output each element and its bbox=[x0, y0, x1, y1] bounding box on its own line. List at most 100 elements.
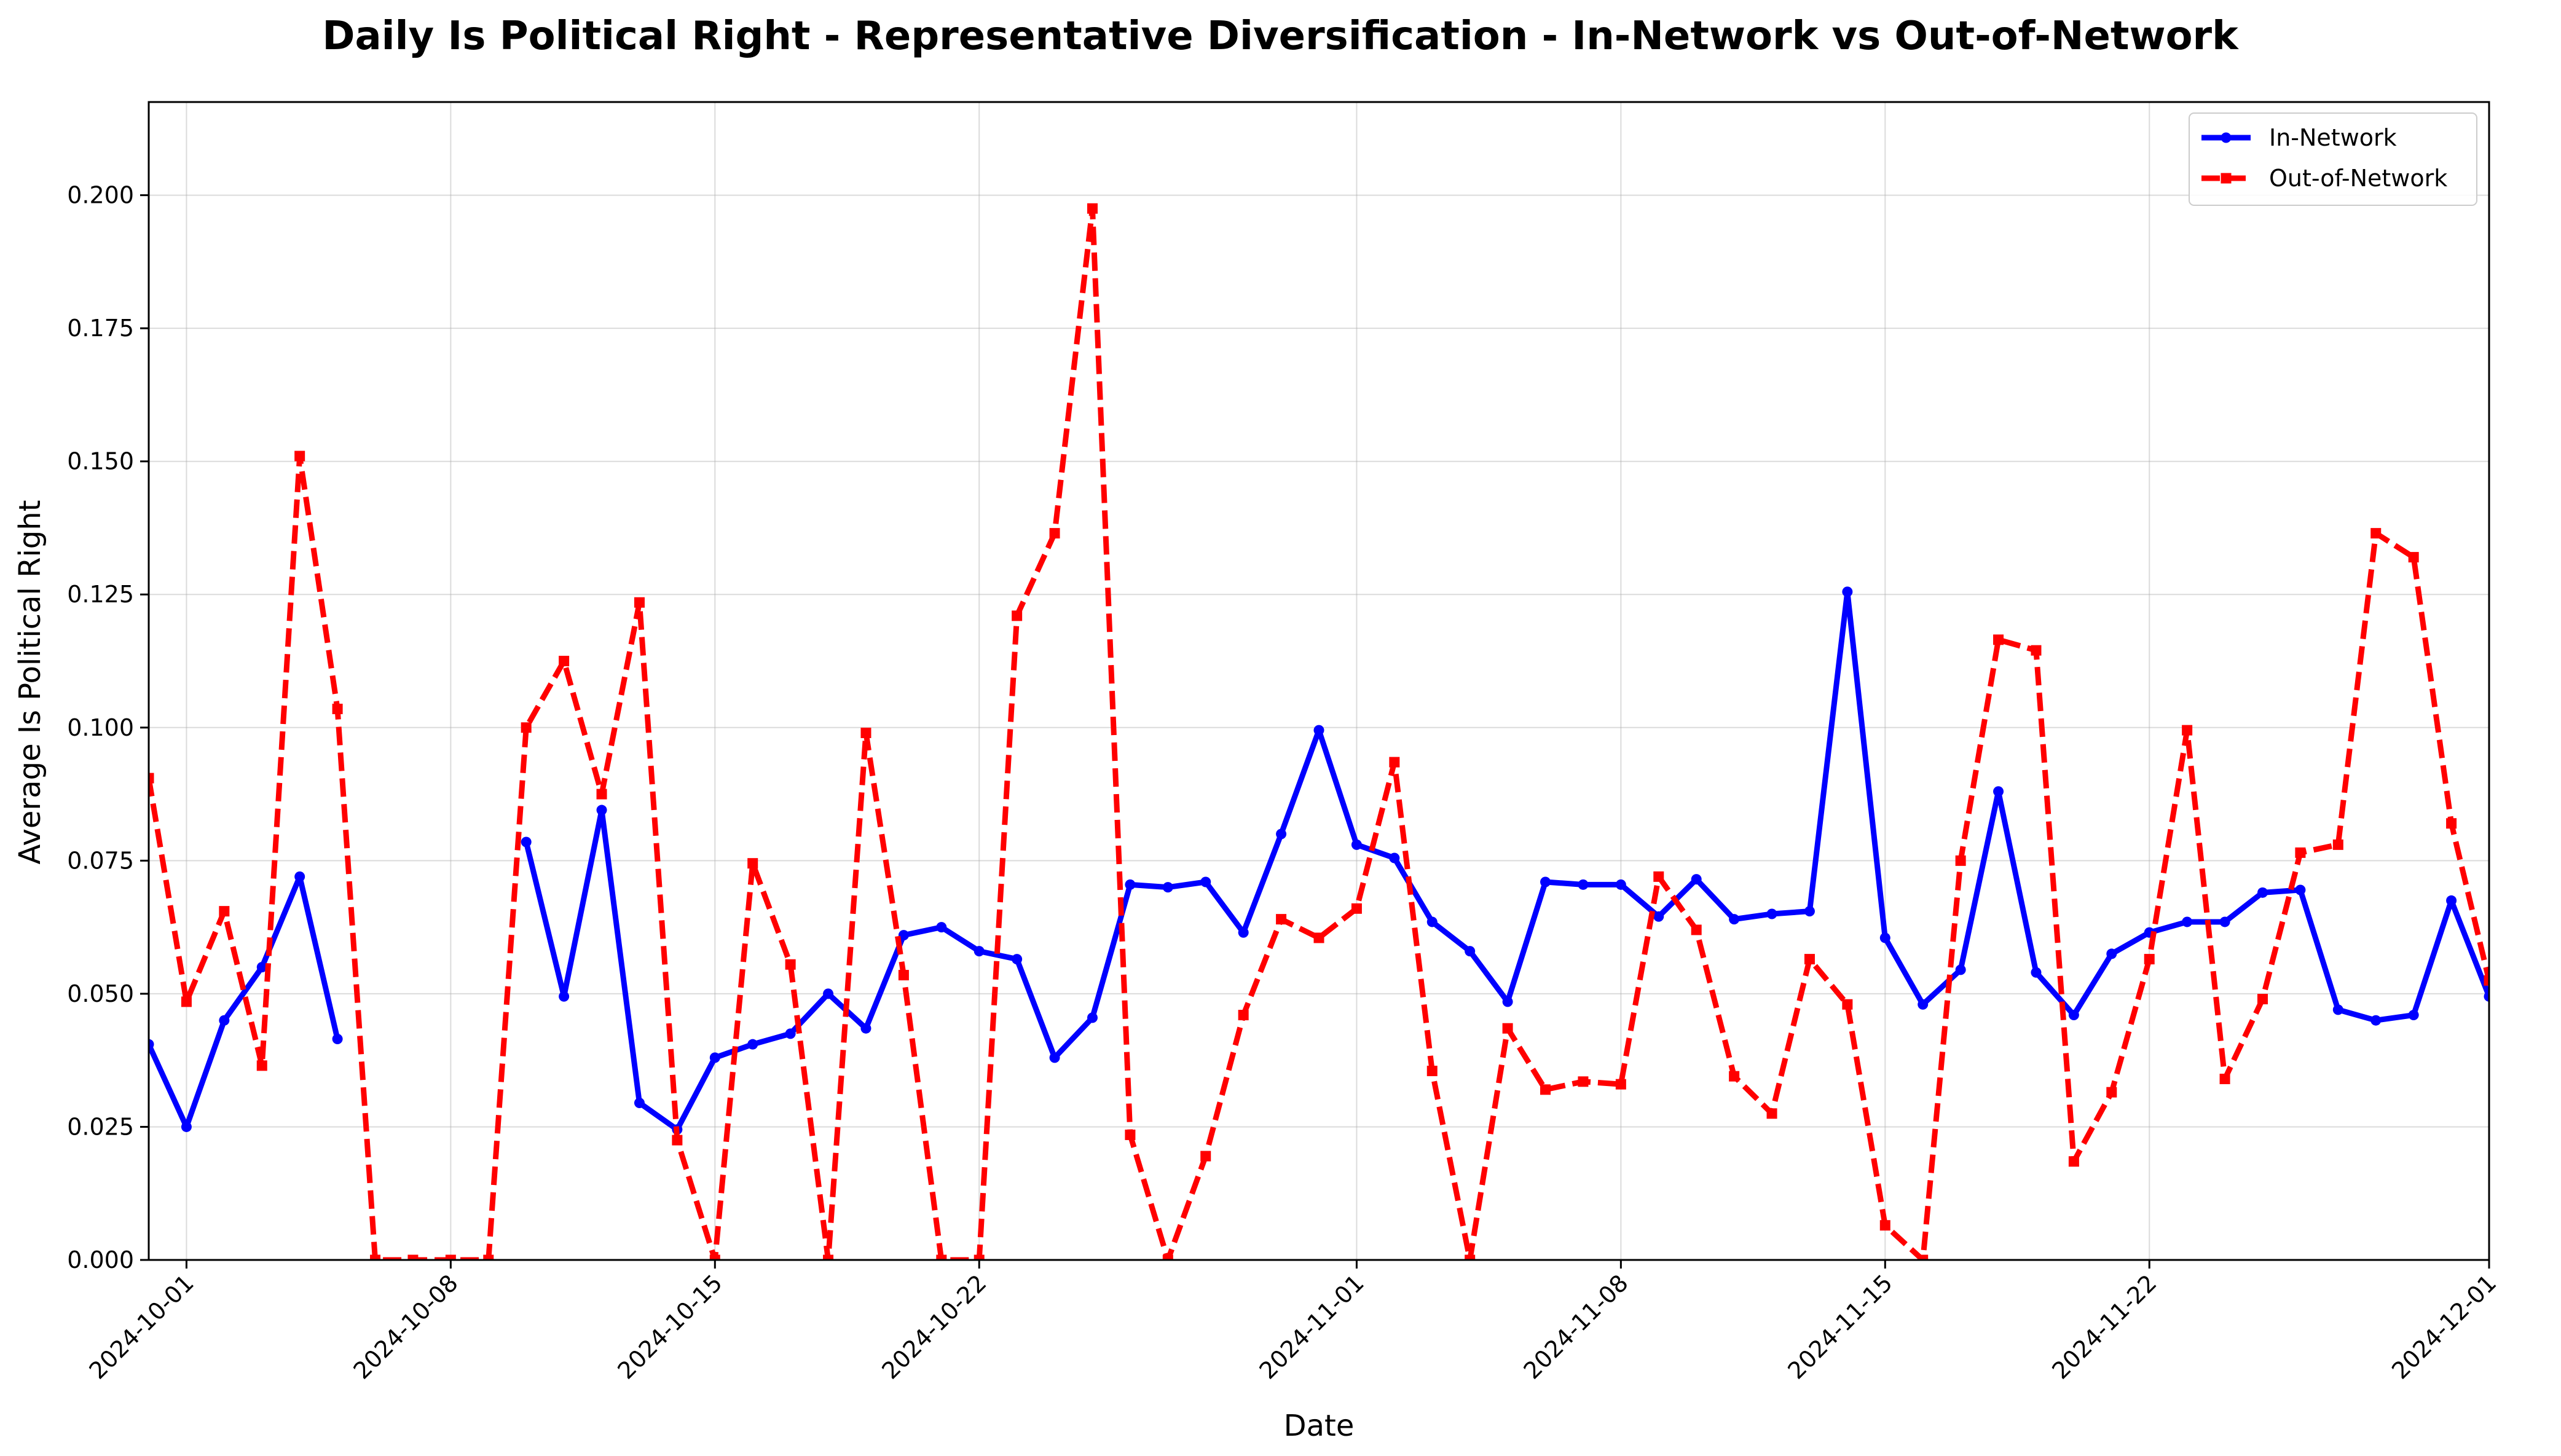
data-point bbox=[2068, 1010, 2079, 1021]
data-point bbox=[1804, 954, 1815, 965]
data-point bbox=[936, 922, 947, 933]
series-out-of-network bbox=[149, 203, 2489, 1260]
data-point bbox=[1842, 586, 1853, 597]
data-point bbox=[483, 1254, 494, 1260]
data-point bbox=[2106, 1087, 2117, 1098]
y-tick-label: 0.150 bbox=[67, 448, 134, 475]
x-tick-label: 2024-10-22 bbox=[876, 1269, 991, 1384]
data-point bbox=[1012, 954, 1023, 965]
data-point bbox=[1879, 932, 1890, 943]
data-point bbox=[1276, 914, 1287, 925]
data-point bbox=[1653, 911, 1664, 922]
data-point bbox=[1993, 786, 2004, 797]
data-point bbox=[823, 1254, 834, 1260]
y-tick-label: 0.000 bbox=[67, 1246, 134, 1273]
y-axis-ticks: 0.000 0.025 0.050 0.075 0.100 0.125 0.150 0.175… bbox=[67, 182, 149, 1273]
data-point bbox=[1502, 996, 1513, 1007]
data-point bbox=[596, 805, 607, 816]
data-point bbox=[1049, 1052, 1060, 1063]
data-point bbox=[898, 930, 909, 941]
data-point bbox=[1653, 871, 1664, 882]
data-point bbox=[1313, 932, 1324, 943]
data-point bbox=[149, 773, 154, 784]
data-point bbox=[2257, 994, 2268, 1005]
data-point bbox=[596, 789, 607, 800]
data-point bbox=[2446, 895, 2457, 906]
legend-swatch-marker bbox=[2221, 173, 2232, 184]
data-point bbox=[2408, 552, 2419, 563]
legend: In-Network Out-of-Network bbox=[2189, 112, 2477, 206]
data-point bbox=[521, 722, 532, 733]
x-tick-label: 2024-11-22 bbox=[2047, 1269, 2162, 1384]
y-tick-label: 0.125 bbox=[67, 581, 134, 608]
data-point bbox=[1162, 1254, 1173, 1260]
x-axis-ticks: 2024-10-01 2024-10-08 2024-10-15 2024-10-22… bbox=[84, 1260, 2501, 1385]
legend-label: In-Network bbox=[2269, 124, 2397, 151]
data-point bbox=[2446, 818, 2457, 829]
data-point bbox=[1426, 1065, 1438, 1076]
data-point bbox=[149, 1039, 154, 1050]
data-point bbox=[2031, 645, 2042, 656]
y-tick-label: 0.050 bbox=[67, 980, 134, 1007]
gridlines bbox=[149, 102, 2490, 1261]
series-layer bbox=[149, 203, 2489, 1260]
x-tick-label: 2024-10-01 bbox=[84, 1269, 199, 1384]
y-tick-label: 0.025 bbox=[67, 1113, 134, 1140]
data-point bbox=[1087, 203, 1098, 214]
data-point bbox=[634, 1097, 645, 1108]
data-point bbox=[256, 962, 267, 973]
legend-swatch-marker bbox=[2221, 132, 2232, 143]
data-point bbox=[709, 1052, 720, 1063]
data-point bbox=[2257, 887, 2268, 898]
data-point bbox=[2332, 1004, 2343, 1015]
data-point bbox=[219, 906, 230, 917]
data-point bbox=[634, 597, 645, 608]
data-point bbox=[1389, 852, 1400, 864]
data-point bbox=[559, 991, 570, 1002]
data-point bbox=[181, 1121, 192, 1132]
data-point bbox=[672, 1135, 683, 1146]
data-point bbox=[2219, 1073, 2230, 1084]
data-point bbox=[1578, 879, 1589, 890]
x-tick-label: 2024-10-08 bbox=[348, 1269, 463, 1384]
data-point bbox=[445, 1254, 456, 1260]
data-point bbox=[747, 858, 758, 869]
data-point bbox=[860, 1023, 871, 1034]
data-point bbox=[1842, 999, 1853, 1010]
data-point bbox=[2332, 839, 2343, 850]
data-point bbox=[785, 959, 796, 970]
data-point bbox=[1766, 1108, 1777, 1119]
data-point bbox=[1955, 964, 1966, 975]
x-axis-label: Date bbox=[1284, 1409, 1355, 1443]
data-point bbox=[1200, 1151, 1211, 1162]
data-point bbox=[1238, 927, 1249, 938]
series-line bbox=[149, 205, 2489, 1260]
data-point bbox=[823, 988, 834, 999]
data-point bbox=[2295, 884, 2306, 895]
data-point bbox=[974, 1254, 985, 1260]
y-tick-label: 0.075 bbox=[67, 847, 134, 874]
data-point bbox=[1200, 876, 1211, 887]
legend-box bbox=[2189, 112, 2477, 206]
data-point bbox=[219, 1015, 230, 1026]
data-point bbox=[1918, 1254, 1929, 1260]
data-point bbox=[1691, 924, 1702, 935]
data-point bbox=[936, 1254, 947, 1260]
data-point bbox=[2408, 1010, 2419, 1021]
x-tick-label: 2024-12-01 bbox=[2386, 1269, 2501, 1384]
data-point bbox=[1540, 1084, 1551, 1095]
data-point bbox=[294, 451, 305, 462]
chart-title: Daily Is Political Right - Representativ… bbox=[322, 14, 2239, 59]
data-point bbox=[1049, 528, 1060, 539]
y-axis-label: Average Is Political Right bbox=[13, 500, 47, 864]
data-point bbox=[2031, 967, 2042, 978]
data-point bbox=[1993, 634, 2004, 645]
data-point bbox=[1804, 906, 1815, 917]
data-point bbox=[1918, 999, 1929, 1010]
data-point bbox=[1729, 914, 1740, 925]
data-point bbox=[1087, 1012, 1098, 1023]
data-point bbox=[2144, 954, 2155, 965]
data-point bbox=[1351, 903, 1362, 914]
y-tick-label: 0.200 bbox=[67, 182, 134, 209]
